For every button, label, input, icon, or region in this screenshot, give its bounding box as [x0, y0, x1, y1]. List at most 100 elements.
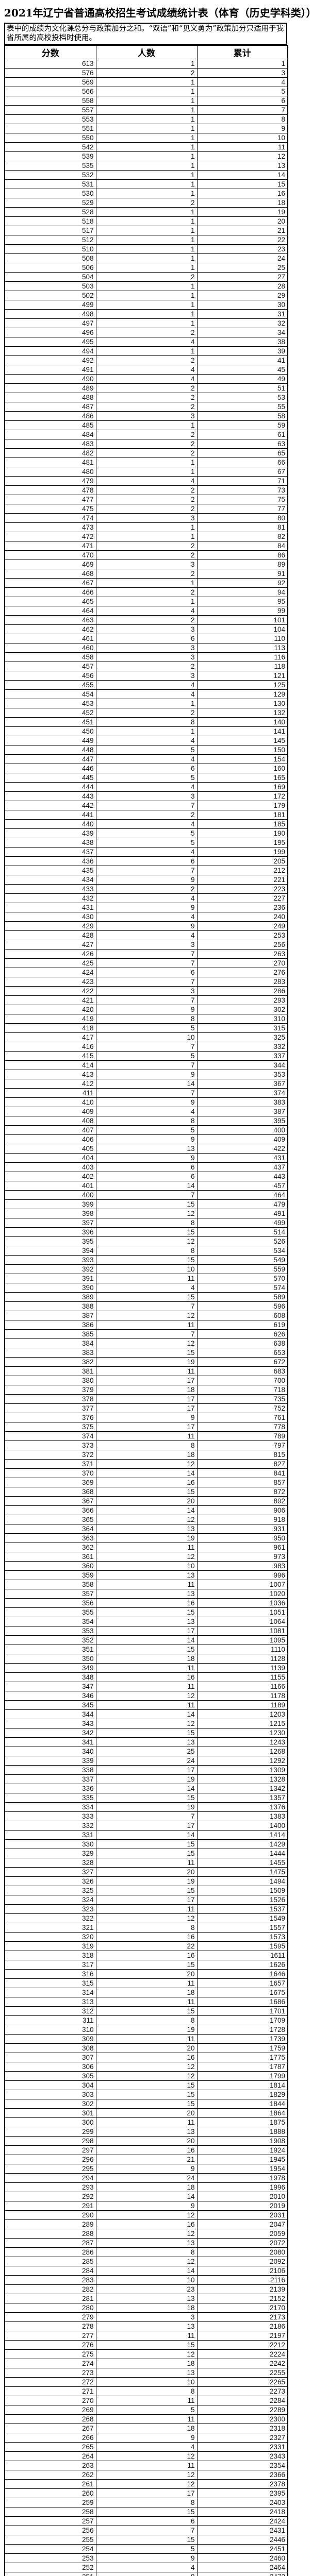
table-row: 351 15 1110 [4, 1645, 288, 1654]
score-cell: 482 [4, 448, 96, 458]
score-cell: 388 [4, 1301, 96, 1311]
count-cell: 7 [95, 949, 198, 959]
score-cell: 487 [4, 402, 96, 412]
table-row: 352 14 1095 [4, 1635, 288, 1645]
table-row: 395 12 526 [4, 1236, 288, 1246]
count-cell: 2 [95, 355, 198, 365]
score-cell: 352 [4, 1635, 96, 1645]
count-cell: 3 [95, 791, 198, 801]
table-row: 425 7 270 [4, 958, 288, 968]
count-cell: 1 [95, 253, 198, 263]
table-row: 289 16 2047 [4, 2219, 288, 2229]
table-row: 455 4 125 [4, 680, 288, 690]
count-cell: 2 [95, 495, 198, 504]
cumulative-cell: 2354 [196, 2461, 288, 2470]
count-cell: 8 [95, 2572, 198, 2576]
cumulative-cell: 2451 [196, 2544, 288, 2554]
cumulative-cell: 1799 [196, 2071, 288, 2081]
score-cell: 613 [4, 59, 96, 69]
cumulative-cell: 700 [196, 1376, 288, 1385]
count-cell: 8 [95, 2015, 198, 2025]
table-row: 393 15 549 [4, 1255, 288, 1265]
score-cell: 337 [4, 1774, 96, 1784]
score-cell: 252 [4, 2563, 96, 2572]
score-cell: 336 [4, 1784, 96, 1793]
cumulative-cell: 25 [196, 263, 288, 273]
table-row: 470 2 86 [4, 550, 288, 560]
count-cell: 4 [95, 337, 198, 347]
table-row: 265 4 2331 [4, 2442, 288, 2452]
table-row: 396 15 514 [4, 1227, 288, 1237]
table-row: 499 1 30 [4, 300, 288, 310]
cumulative-cell: 1626 [196, 1960, 288, 1970]
cumulative-cell: 130 [196, 699, 288, 708]
score-cell: 319 [4, 1941, 96, 1951]
score-cell: 294 [4, 2173, 96, 2183]
cumulative-cell: 400 [196, 1125, 288, 1135]
cumulative-cell: 22 [196, 235, 288, 245]
cumulative-cell: 1081 [196, 1626, 288, 1636]
table-row: 389 15 589 [4, 1292, 288, 1302]
cumulative-cell: 86 [196, 550, 288, 560]
table-row: 275 12 2224 [4, 2349, 288, 2359]
count-cell: 13 [95, 2368, 198, 2378]
count-cell: 3 [95, 560, 198, 569]
score-cell: 317 [4, 1960, 96, 1970]
table-row: 478 2 73 [4, 485, 288, 495]
cumulative-cell: 256 [196, 940, 288, 950]
table-row: 436 6 205 [4, 856, 288, 866]
table-row: 406 9 409 [4, 1134, 288, 1144]
table-row: 484 2 61 [4, 430, 288, 439]
table-row: 450 1 141 [4, 726, 288, 736]
count-cell: 11 [95, 2117, 198, 2127]
table-row: 308 20 1759 [4, 2043, 288, 2053]
cumulative-cell: 249 [196, 921, 288, 931]
table-row: 354 13 1064 [4, 1617, 288, 1626]
table-row: 345 11 1189 [4, 1700, 288, 1710]
count-cell: 10 [95, 2275, 198, 2285]
count-cell: 1 [95, 300, 198, 310]
count-cell: 11 [95, 2331, 198, 2341]
table-row: 359 13 996 [4, 1570, 288, 1580]
score-cell: 322 [4, 1913, 96, 1923]
score-cell: 320 [4, 1932, 96, 1942]
cumulative-cell: 91 [196, 569, 288, 579]
table-row: 485 1 59 [4, 420, 288, 430]
count-cell: 1 [95, 578, 198, 588]
score-cell: 413 [4, 1070, 96, 1079]
table-row: 510 1 23 [4, 244, 288, 254]
table-row: 408 8 395 [4, 1116, 288, 1126]
table-row: 463 2 101 [4, 615, 288, 625]
cumulative-cell: 422 [196, 1144, 288, 1154]
score-cell: 363 [4, 1533, 96, 1543]
table-row: 482 2 65 [4, 448, 288, 458]
count-cell: 13 [95, 2127, 198, 2137]
count-cell: 8 [95, 717, 198, 727]
cumulative-cell: 1178 [196, 1691, 288, 1701]
cumulative-cell: 49 [196, 374, 288, 384]
score-cell: 393 [4, 1255, 96, 1265]
table-row: 529 2 18 [4, 198, 288, 208]
score-cell: 441 [4, 810, 96, 820]
score-cell: 370 [4, 1468, 96, 1478]
table-row: 340 25 1268 [4, 1747, 288, 1756]
count-cell: 13 [95, 1524, 198, 1534]
table-row: 431 9 236 [4, 903, 288, 912]
cumulative-cell: 2031 [196, 2210, 288, 2220]
score-cell: 483 [4, 439, 96, 449]
count-cell: 14 [95, 1784, 198, 1793]
table-row: 403 6 437 [4, 1162, 288, 1172]
count-cell: 3 [95, 671, 198, 681]
score-cell: 268 [4, 2414, 96, 2424]
score-cell: 374 [4, 1431, 96, 1441]
cumulative-cell: 1595 [196, 1941, 288, 1951]
count-cell: 15 [95, 1886, 198, 1895]
table-row: 309 11 1739 [4, 2034, 288, 2044]
cumulative-cell: 1444 [196, 1849, 288, 1858]
cumulative-cell: 61 [196, 430, 288, 439]
count-cell: 4 [95, 476, 198, 486]
score-cell: 284 [4, 2266, 96, 2276]
count-cell: 15 [95, 1255, 198, 1265]
cumulative-cell: 199 [196, 847, 288, 857]
score-cell: 496 [4, 328, 96, 337]
